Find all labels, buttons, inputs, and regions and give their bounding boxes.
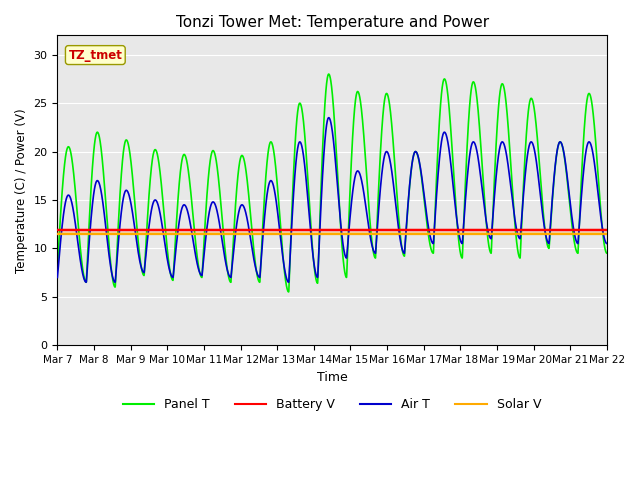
- Line: Panel T: Panel T: [58, 74, 607, 292]
- Panel T: [54, 265, 61, 271]
- Line: Air T: Air T: [58, 118, 607, 282]
- Solar V: [533, 231, 541, 237]
- Solar V: [288, 231, 296, 237]
- Air T: [264, 184, 272, 190]
- Panel T: [603, 251, 611, 256]
- Air T: [149, 201, 157, 207]
- Panel T: [116, 191, 124, 196]
- Air T: [534, 166, 541, 171]
- Air T: [603, 240, 611, 246]
- Panel T: [593, 150, 600, 156]
- Legend: Panel T, Battery V, Air T, Solar V: Panel T, Battery V, Air T, Solar V: [118, 394, 546, 417]
- Air T: [54, 275, 61, 280]
- X-axis label: Time: Time: [317, 371, 348, 384]
- Solar V: [592, 231, 600, 237]
- Text: TZ_tmet: TZ_tmet: [68, 48, 122, 61]
- Panel T: [288, 202, 296, 208]
- Battery V: [592, 227, 600, 233]
- Y-axis label: Temperature (C) / Power (V): Temperature (C) / Power (V): [15, 108, 28, 273]
- Battery V: [533, 227, 541, 233]
- Battery V: [116, 227, 124, 233]
- Solar V: [603, 231, 611, 237]
- Panel T: [149, 155, 157, 160]
- Solar V: [116, 231, 124, 237]
- Air T: [116, 219, 124, 225]
- Battery V: [149, 227, 157, 233]
- Panel T: [264, 149, 272, 155]
- Solar V: [54, 231, 61, 237]
- Panel T: [534, 135, 541, 141]
- Battery V: [288, 227, 296, 233]
- Panel T: [285, 289, 292, 295]
- Air T: [111, 279, 119, 285]
- Air T: [325, 115, 333, 120]
- Title: Tonzi Tower Met: Temperature and Power: Tonzi Tower Met: Temperature and Power: [175, 15, 489, 30]
- Battery V: [54, 227, 61, 233]
- Solar V: [264, 231, 272, 237]
- Panel T: [325, 71, 333, 77]
- Solar V: [149, 231, 157, 237]
- Battery V: [264, 227, 272, 233]
- Battery V: [603, 227, 611, 233]
- Air T: [288, 215, 296, 220]
- Air T: [593, 177, 600, 182]
